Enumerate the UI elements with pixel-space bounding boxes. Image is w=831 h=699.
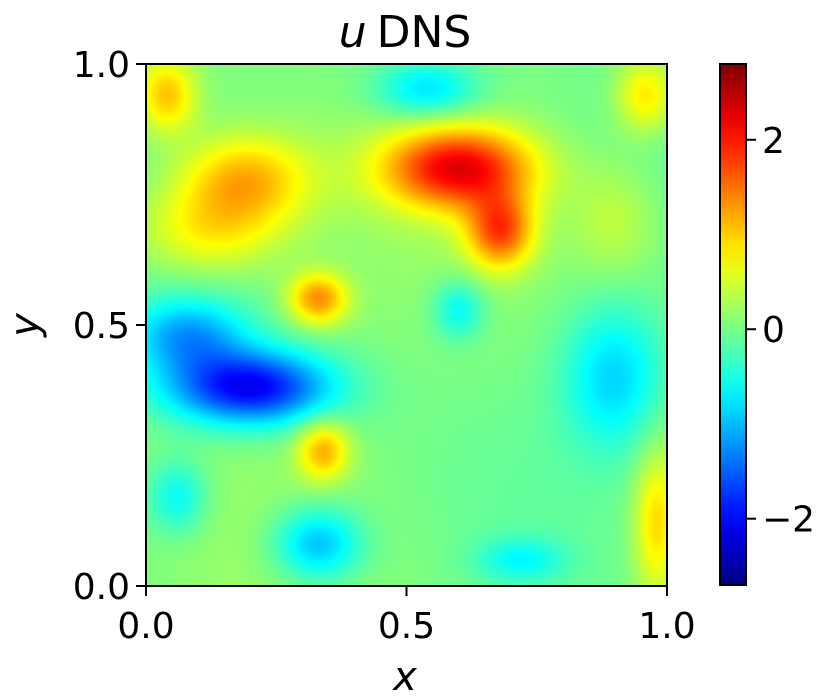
x-axis-ticks: 0.0 0.5 1.0 [117, 586, 696, 647]
colorbar-tick-label: 2 [762, 121, 785, 162]
x-tick-label: 1.0 [638, 606, 695, 647]
x-axis-label: x [391, 654, 417, 699]
colorbar-tick-label: 0 [762, 310, 785, 351]
x-tick-label: 0.0 [117, 606, 174, 647]
y-tick-label: 0.5 [73, 306, 130, 347]
chart-title: u DNS [339, 7, 472, 58]
y-axis-label: y [2, 312, 48, 338]
colorbar-ticks: −2 0 2 [746, 121, 815, 541]
y-tick-label: 0.0 [73, 567, 130, 608]
y-axis-ticks: 0.0 0.5 1.0 [73, 45, 146, 608]
colorbar [720, 64, 746, 585]
x-tick-label: 0.5 [378, 606, 435, 647]
colorbar-frame [719, 63, 747, 586]
colorbar-tick-label: −2 [762, 500, 815, 541]
title-text: DNS [377, 7, 472, 58]
heatmap-field [146, 64, 667, 586]
title-variable: u [339, 7, 367, 58]
y-tick-label: 1.0 [73, 45, 130, 86]
